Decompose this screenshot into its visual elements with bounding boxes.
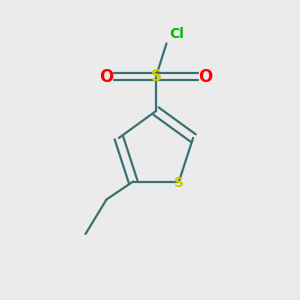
Text: Cl: Cl <box>169 26 184 40</box>
Text: O: O <box>99 68 114 85</box>
Text: S: S <box>174 176 184 190</box>
Text: S: S <box>151 69 161 84</box>
Text: O: O <box>198 68 213 85</box>
